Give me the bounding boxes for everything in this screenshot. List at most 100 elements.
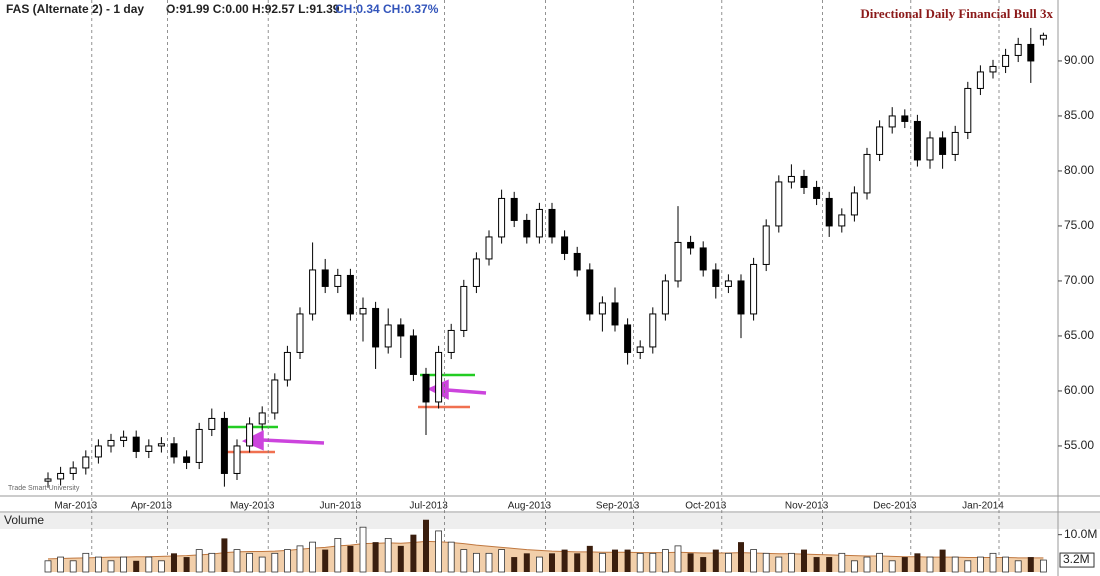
candle-body (296, 313, 304, 353)
volume-bar (1014, 560, 1022, 573)
candle-body (913, 120, 921, 161)
value-label-box (1059, 552, 1095, 568)
candle-body (422, 373, 430, 403)
volume-bar (876, 552, 883, 573)
volume-bar (977, 556, 984, 573)
x-tick-label: Apr-2013 (131, 501, 173, 512)
volume-bar (523, 553, 530, 572)
volume-bar (208, 552, 216, 573)
candle-body (901, 115, 909, 122)
volume-bar (372, 542, 379, 572)
x-tick-label: May-2013 (230, 501, 275, 512)
candle-body (69, 467, 77, 474)
candle-body (775, 181, 783, 227)
candle-body (472, 258, 480, 287)
volume-bar (1002, 556, 1009, 573)
volume-bar (951, 556, 959, 573)
candle-body (397, 324, 405, 337)
candle-body (183, 456, 191, 463)
volume-bar (221, 538, 228, 572)
volume-bar (851, 560, 858, 573)
candle-body (1002, 54, 1010, 67)
candle-body (1027, 43, 1035, 62)
chart-title: Directional Daily Financial Bull 3x (860, 6, 1053, 21)
volume-bar (964, 560, 972, 573)
volume-bar (712, 549, 719, 572)
volume-bar (838, 552, 846, 573)
candle-body (888, 115, 896, 128)
symbol-label: FAS (Alternate 2) - 1 day (6, 2, 144, 16)
volume-bar (410, 534, 417, 572)
x-tick-label: Jul-2013 (409, 501, 448, 512)
volume-bar (322, 549, 329, 572)
volume-bar (157, 560, 165, 573)
volume-bar (662, 549, 669, 573)
candle-body (573, 252, 581, 271)
candle-body (1014, 43, 1022, 56)
candle-body (624, 324, 632, 353)
candle-body (57, 472, 65, 480)
candle-body (107, 439, 115, 447)
volume-bar (536, 556, 543, 573)
volume-bar (498, 549, 506, 573)
candle-body (233, 445, 241, 474)
volume-bar (561, 549, 568, 572)
volume-bar (107, 560, 115, 573)
volume-bar (460, 549, 468, 573)
candle-body (346, 274, 354, 315)
volume-bar (788, 552, 795, 573)
volume-bar (636, 552, 644, 573)
volume-bar (888, 560, 896, 573)
x-tick-label: Mar-2013 (54, 501, 97, 512)
candle-body (989, 65, 997, 73)
candle-body (548, 208, 556, 238)
volume-bar (258, 556, 266, 573)
candle-body (939, 137, 947, 155)
volume-bar (599, 552, 606, 573)
x-tick-label: Oct-2013 (685, 501, 727, 512)
ohlc-label: O:91.99 C:0.00 H:92.57 L:91.39 (166, 2, 340, 16)
volume-bar (762, 552, 770, 573)
volume-bar (347, 545, 354, 572)
volume-bar (750, 549, 757, 573)
y-tick-label: 65.00 (1064, 328, 1094, 342)
volume-bar (649, 552, 657, 573)
x-tick-label: Nov-2013 (785, 501, 829, 512)
candle-body (220, 417, 228, 474)
volume-bar (1040, 559, 1047, 573)
volume-header (0, 513, 1100, 529)
volume-bar (801, 549, 807, 572)
volume-bar (233, 549, 241, 573)
candle-body (964, 87, 972, 133)
candle-body (208, 417, 216, 430)
candle-body (850, 192, 858, 216)
candle-body (813, 186, 821, 199)
candle-body (145, 445, 153, 452)
volume-bar (863, 556, 871, 573)
candle-body (712, 269, 720, 287)
candle-body (762, 225, 770, 265)
candle-body (485, 236, 493, 260)
candle-body (94, 445, 102, 458)
volume-bar (1027, 557, 1034, 572)
candle-body (661, 280, 669, 315)
candle-body (611, 302, 619, 326)
volume-bar (309, 541, 317, 573)
volume-bar (384, 538, 392, 573)
volume-bar (283, 549, 291, 573)
candle-body (863, 153, 871, 194)
candle-body (1039, 34, 1047, 40)
volume-bar (120, 556, 127, 573)
y-tick-label: 75.00 (1064, 218, 1094, 232)
volume-bar (82, 552, 90, 573)
annotation-arrow (241, 430, 325, 451)
candle-body (951, 131, 959, 155)
volume-bar (914, 553, 921, 572)
candle-body (409, 335, 417, 375)
volume-bar (271, 552, 279, 573)
candle-body (787, 175, 795, 183)
candle-body (283, 351, 291, 381)
candle-body (82, 456, 90, 469)
x-tick-label: Jan-2014 (962, 501, 1004, 512)
